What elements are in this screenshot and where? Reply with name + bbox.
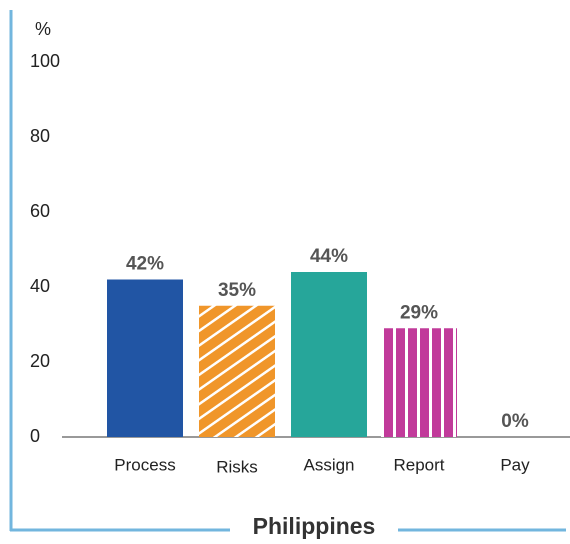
y-tick-label: 80 [30, 126, 50, 146]
value-label: 29% [400, 302, 438, 323]
y-tick-label: 0 [30, 426, 40, 446]
value-label: 44% [310, 246, 348, 267]
x-tick-label: Process [114, 455, 175, 474]
chart-title: Philippines [253, 513, 376, 539]
bar [381, 328, 457, 437]
y-tick-label: 100 [30, 51, 60, 71]
x-tick-label: Assign [303, 455, 354, 474]
y-tick-label: 40 [30, 276, 50, 296]
bar [199, 305, 275, 437]
value-label: 35% [218, 280, 256, 301]
value-label: 42% [126, 254, 164, 275]
x-tick-label: Risks [216, 457, 258, 476]
value-label: 0% [501, 411, 529, 432]
bar [107, 279, 183, 437]
y-axis-label: % [35, 19, 51, 39]
x-tick-label: Pay [500, 455, 530, 474]
y-tick-label: 20 [30, 351, 50, 371]
bar [291, 272, 367, 437]
x-tick-label: Report [393, 455, 444, 474]
y-tick-label: 60 [30, 201, 50, 221]
